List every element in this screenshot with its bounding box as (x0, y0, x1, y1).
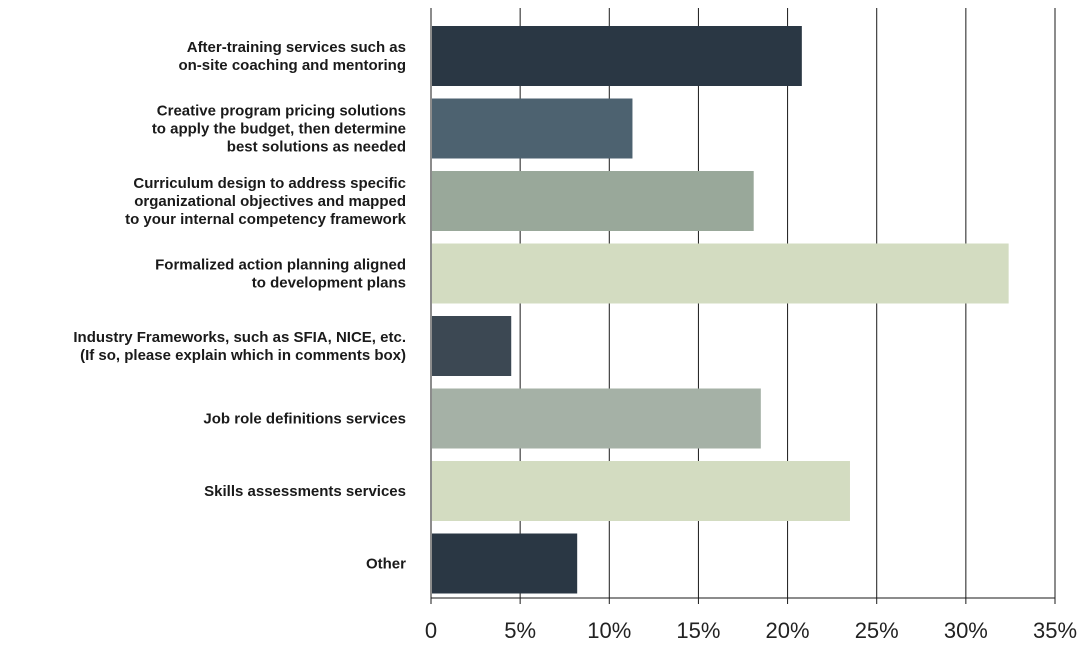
bar (432, 388, 761, 449)
category-label: Other (366, 556, 406, 573)
category-label: Formalized action planning aligned to dev… (155, 257, 406, 292)
category-label-line: best solutions as needed (227, 139, 406, 156)
x-tick-label: 15% (676, 618, 720, 643)
category-label-line: organizational objectives and mapped (134, 193, 406, 210)
x-tick-label: 10% (587, 618, 631, 643)
category-label: Creative program pricing solutions to app… (152, 103, 406, 156)
category-labels: After-training services such as on-site c… (73, 39, 406, 573)
bar (432, 26, 802, 86)
x-tick-label: 30% (944, 618, 988, 643)
bar (432, 171, 754, 231)
category-label-line: Industry Frameworks, such as SFIA, NICE,… (73, 329, 406, 346)
category-label: Curriculum design to address specific org… (125, 175, 407, 228)
category-label-line: on-site coaching and mentoring (178, 57, 406, 74)
category-label: Skills assessments services (204, 483, 406, 500)
category-label: After-training services such as on-site c… (178, 39, 406, 74)
category-label-line: to your internal competency framework (125, 211, 407, 228)
x-tick-label: 25% (855, 618, 899, 643)
category-label: Job role definitions services (203, 411, 406, 428)
bar (432, 243, 1009, 304)
category-label-line: Other (366, 556, 406, 573)
category-label-line: to apply the budget, then determine (152, 121, 406, 138)
category-label-line: Skills assessments services (204, 483, 406, 500)
x-tick-label: 5% (504, 618, 536, 643)
category-label-line: Curriculum design to address specific (133, 175, 406, 192)
category-label-line: to development plans (252, 275, 406, 292)
bar (432, 98, 633, 159)
category-label: Industry Frameworks, such as SFIA, NICE,… (73, 329, 406, 364)
bar (432, 461, 850, 521)
category-label-line: Creative program pricing solutions (157, 103, 406, 120)
category-label-line: After-training services such as (187, 39, 406, 56)
bar (432, 533, 578, 594)
bar (432, 316, 512, 376)
x-tick-label: 35% (1033, 618, 1077, 643)
x-tick-labels: 0 5% 10% 15% 20% 25% 30% 35% (425, 618, 1077, 643)
bars (432, 26, 1009, 594)
category-label-line: (If so, please explain which in comments… (80, 347, 406, 364)
x-tick-label: 0 (425, 618, 437, 643)
category-label-line: Job role definitions services (203, 411, 406, 428)
x-tick-label: 20% (766, 618, 810, 643)
category-label-line: Formalized action planning aligned (155, 257, 406, 274)
